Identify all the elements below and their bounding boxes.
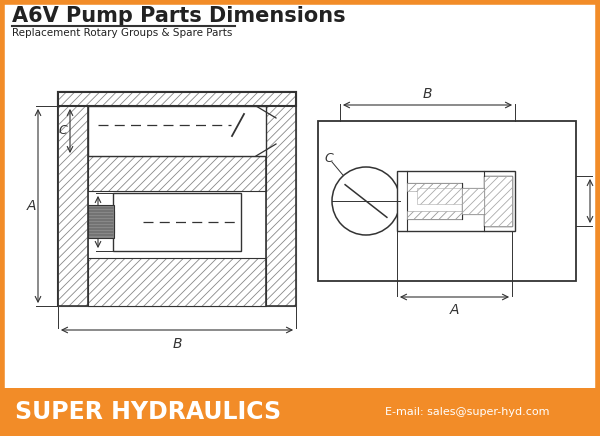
Bar bbox=[407, 211, 462, 219]
Bar bbox=[318, 121, 576, 281]
Text: E-mail: sales@super-hyd.com: E-mail: sales@super-hyd.com bbox=[385, 407, 550, 417]
Bar bbox=[88, 258, 266, 306]
Bar bbox=[88, 106, 266, 156]
Bar bbox=[0, 388, 600, 436]
Bar bbox=[407, 183, 462, 191]
Bar bbox=[58, 92, 296, 306]
Bar bbox=[58, 106, 88, 306]
Text: B: B bbox=[172, 337, 182, 351]
Bar bbox=[58, 106, 88, 306]
Bar bbox=[462, 188, 484, 214]
Bar bbox=[266, 106, 296, 306]
Bar bbox=[58, 92, 296, 106]
Bar bbox=[88, 211, 114, 233]
Bar bbox=[266, 106, 296, 306]
Circle shape bbox=[332, 167, 400, 235]
Text: A: A bbox=[450, 303, 459, 317]
Bar bbox=[88, 156, 266, 191]
Bar bbox=[113, 193, 241, 251]
Bar bbox=[407, 183, 462, 219]
Bar bbox=[88, 156, 266, 191]
Text: D: D bbox=[596, 194, 600, 208]
Bar bbox=[484, 176, 512, 226]
Bar bbox=[88, 258, 266, 306]
Text: Replacement Rotary Groups & Spare Parts: Replacement Rotary Groups & Spare Parts bbox=[12, 28, 232, 38]
Text: C: C bbox=[59, 125, 67, 137]
Text: A: A bbox=[26, 199, 36, 213]
Bar bbox=[58, 92, 296, 106]
Bar bbox=[462, 188, 484, 214]
Text: C: C bbox=[324, 153, 333, 166]
Bar bbox=[88, 205, 114, 238]
Bar bbox=[417, 188, 462, 204]
Bar bbox=[484, 176, 512, 226]
Text: A6V Pump Parts Dimensions: A6V Pump Parts Dimensions bbox=[12, 6, 346, 26]
Text: D: D bbox=[86, 215, 96, 228]
Text: B: B bbox=[423, 87, 432, 101]
Bar bbox=[397, 171, 515, 231]
Text: SUPER HYDRAULICS: SUPER HYDRAULICS bbox=[15, 400, 281, 424]
